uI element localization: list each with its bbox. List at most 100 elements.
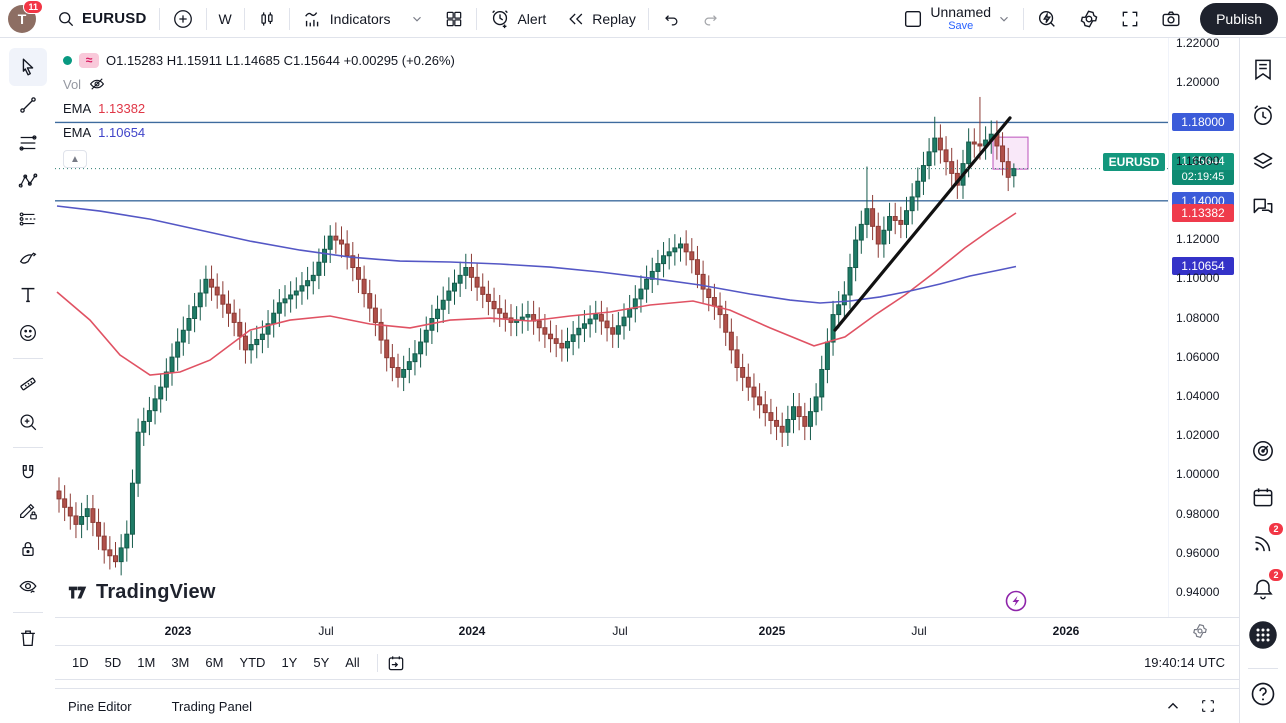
range-button-all[interactable]: All: [345, 655, 360, 670]
gear-icon: [1080, 10, 1098, 27]
go-to-date-icon[interactable]: [386, 653, 406, 673]
divider: [243, 7, 245, 30]
layout-select-button[interactable]: Unnamed Save: [894, 1, 1019, 36]
price-tick: 1.20000: [1176, 75, 1220, 90]
range-button-3m[interactable]: 3M: [171, 655, 190, 670]
indicators-button[interactable]: Indicators: [294, 4, 399, 34]
chart-area[interactable]: ≈ O1.15283 H1.15911 L1.14685 C1.15644 +0…: [55, 36, 1239, 617]
ema-blue-line[interactable]: [56, 205, 1017, 304]
plus-circle-icon: [173, 9, 192, 28]
eye-off-icon[interactable]: [88, 75, 106, 93]
remove-all-tool[interactable]: [9, 619, 47, 657]
ema1-label: EMA: [63, 100, 92, 116]
fullscreen-button[interactable]: [1112, 5, 1148, 33]
save-link[interactable]: Save: [948, 20, 974, 32]
price-tick: 1.22000: [1176, 36, 1220, 50]
range-button-ytd[interactable]: YTD: [239, 655, 266, 670]
candlestick-icon: [261, 11, 273, 26]
pine-editor-tab[interactable]: Pine Editor: [68, 698, 132, 714]
layout-name: Unnamed Save: [930, 5, 991, 32]
notifications-button[interactable]: 2: [1246, 569, 1283, 606]
cursor-tool[interactable]: [8, 48, 47, 86]
grid-layout-button[interactable]: [436, 5, 472, 33]
maximize-icon[interactable]: [1200, 698, 1216, 714]
price-axis[interactable]: 1.18000 1.14000 1.13382 1.10654 1.15644 …: [1168, 36, 1239, 617]
volume-label: Vol: [63, 76, 82, 92]
trendline-drawing[interactable]: [833, 116, 1012, 332]
divider: [476, 7, 478, 30]
undo-button[interactable]: [653, 5, 689, 33]
settings-button[interactable]: [1070, 4, 1108, 34]
publish-button[interactable]: Publish: [1200, 2, 1278, 35]
session-clock[interactable]: 19:40:14 UTC: [1144, 655, 1225, 670]
time-tick: Jul: [318, 624, 334, 638]
symbol-search-button[interactable]: EURUSD: [48, 5, 155, 33]
market-mood-icon: ≈: [79, 52, 99, 68]
top-toolbar: T 11 EURUSD W Indicators Alert Replay: [0, 0, 1286, 38]
streams-button[interactable]: 2: [1246, 523, 1283, 560]
zoom-in-icon: [19, 414, 36, 431]
layers-icon: [1253, 152, 1273, 169]
ema-red-line[interactable]: [56, 212, 1017, 376]
replay-button[interactable]: Replay: [558, 5, 644, 33]
time-axis[interactable]: 2023 Jul 2024 Jul 2025 Jul 2026: [55, 617, 1239, 645]
time-axis-gear-icon[interactable]: [1191, 622, 1209, 640]
range-button-1y[interactable]: 1Y: [281, 655, 298, 670]
forecast-tool[interactable]: [9, 200, 47, 238]
lock-all-tool[interactable]: [9, 530, 47, 568]
range-button-5y[interactable]: 5Y: [313, 655, 330, 670]
level-label-1-18: 1.18000: [1172, 113, 1234, 132]
compare-add-button[interactable]: [164, 4, 202, 34]
legend-collapse-button[interactable]: ▲: [63, 150, 87, 168]
grid-layout-icon: [447, 11, 462, 26]
chat-button[interactable]: [1246, 190, 1280, 224]
trash-icon: [20, 630, 35, 646]
screenshot-button[interactable]: [1152, 4, 1190, 34]
watchlist-button[interactable]: [1246, 52, 1280, 86]
alert-label: Alert: [517, 10, 547, 27]
interval-button[interactable]: W: [211, 7, 240, 31]
range-button-1d[interactable]: 1D: [72, 655, 89, 670]
text-tool[interactable]: [9, 276, 47, 314]
user-avatar[interactable]: T 11: [8, 0, 43, 33]
drawing-edit-lock-tool[interactable]: [9, 492, 47, 530]
undo-icon: [664, 14, 678, 25]
bell-icon: [1253, 579, 1273, 600]
legend-ema1-row: EMA 1.13382: [63, 96, 455, 120]
replay-icon: [569, 13, 583, 24]
chart-style-button[interactable]: [249, 5, 285, 33]
layers-button[interactable]: [1246, 144, 1280, 178]
alerts-button[interactable]: [1246, 98, 1280, 132]
redo-button[interactable]: [693, 5, 729, 33]
trading-panel-tab[interactable]: Trading Panel: [171, 698, 253, 714]
fib-retracement-icon: [18, 135, 37, 151]
fib-retracement-tool[interactable]: [9, 124, 47, 162]
price-chart[interactable]: [55, 38, 1239, 617]
brush-tool[interactable]: [9, 238, 47, 276]
pattern-tool[interactable]: [9, 162, 47, 200]
trendline-tool[interactable]: [9, 86, 47, 124]
ema-red-label: 1.13382: [1172, 203, 1234, 222]
range-button-6m[interactable]: 6M: [205, 655, 224, 670]
ideas-button[interactable]: [1246, 434, 1280, 468]
apps-button[interactable]: [1246, 618, 1280, 652]
time-tick: 2024: [458, 624, 486, 638]
chevron-up-icon[interactable]: [1164, 697, 1182, 715]
indicators-templates-button[interactable]: [402, 8, 432, 30]
alert-button[interactable]: Alert: [481, 4, 554, 34]
divider: [12, 358, 43, 359]
emoji-tool[interactable]: [9, 314, 47, 352]
ruler-tool[interactable]: [9, 365, 47, 403]
magnet-tool[interactable]: [9, 454, 47, 492]
zoom-tool[interactable]: [9, 403, 47, 441]
hide-all-tool[interactable]: [9, 568, 47, 606]
avatar-initial: T: [17, 10, 27, 27]
calendar-icon: [1253, 488, 1273, 507]
range-button-5d[interactable]: 5D: [104, 655, 122, 670]
last-price-symbol-tag: EURUSD: [1103, 152, 1165, 171]
calendar-button[interactable]: [1246, 480, 1280, 514]
replay-label: Replay: [592, 10, 636, 27]
quick-search-button[interactable]: [1028, 4, 1066, 34]
help-button[interactable]: [1246, 677, 1280, 711]
range-button-1m[interactable]: 1M: [137, 655, 156, 670]
